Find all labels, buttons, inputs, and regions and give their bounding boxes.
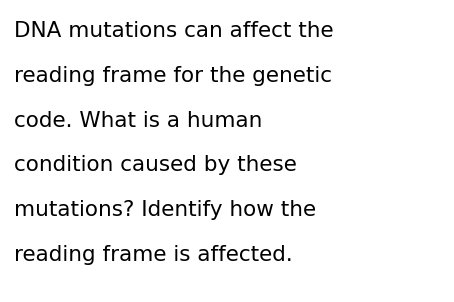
Text: DNA mutations can affect the: DNA mutations can affect the [14,21,333,41]
Text: mutations? Identify how the: mutations? Identify how the [14,200,316,220]
Text: condition caused by these: condition caused by these [14,155,296,175]
Text: reading frame for the genetic: reading frame for the genetic [14,66,331,86]
Text: reading frame is affected.: reading frame is affected. [14,245,292,265]
Text: code. What is a human: code. What is a human [14,111,262,130]
